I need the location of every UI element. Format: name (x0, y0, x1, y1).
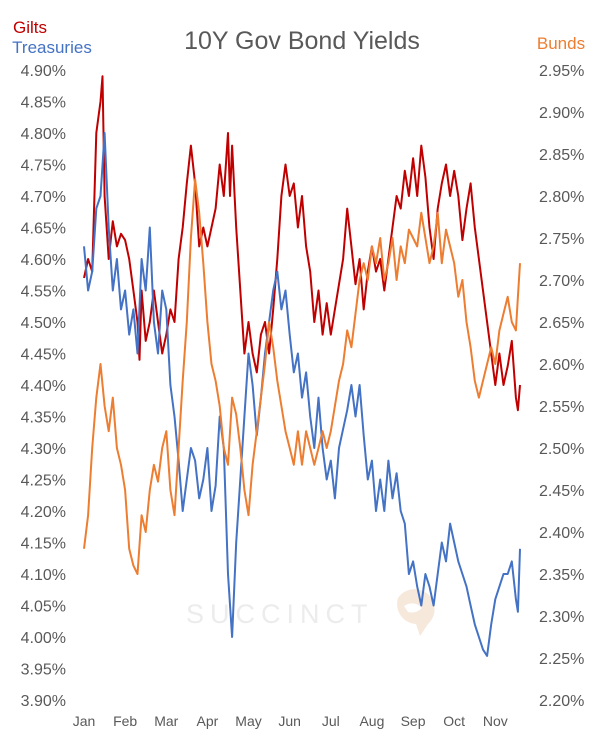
legend-bunds: Bunds (537, 34, 585, 53)
right-tick-label: 2.40% (539, 525, 584, 542)
x-tick-label: May (235, 713, 261, 729)
left-tick-label: 4.65% (21, 221, 66, 238)
left-tick-label: 4.85% (21, 95, 66, 112)
legend-treasuries: Treasuries (12, 38, 92, 57)
right-tick-label: 2.20% (539, 693, 584, 710)
x-tick-label: Oct (443, 713, 465, 729)
left-tick-label: 4.25% (21, 473, 66, 490)
right-tick-label: 2.50% (539, 441, 584, 458)
left-axis: 3.90% 3.95% 4.00% 4.05% 4.10% 4.15% 4.20% 4.25%… (21, 63, 66, 710)
watermark-text: SUCCINCT (186, 599, 374, 629)
left-tick-label: 4.05% (21, 599, 66, 616)
x-tick-label: Nov (483, 713, 508, 729)
series-lines (83, 75, 521, 657)
x-tick-label: Jul (322, 713, 340, 729)
x-tick-label: Mar (154, 713, 178, 729)
left-tick-label: 4.70% (21, 189, 66, 206)
x-tick-label: Feb (113, 713, 137, 729)
left-tick-label: 4.15% (21, 536, 66, 553)
right-tick-label: 2.45% (539, 483, 584, 500)
watermark-logo-icon (397, 589, 435, 636)
left-tick-label: 4.10% (21, 567, 66, 584)
right-tick-label: 2.35% (539, 567, 584, 584)
x-tick-label: Sep (401, 713, 426, 729)
left-tick-label: 4.35% (21, 410, 66, 427)
x-tick-label: Jun (278, 713, 301, 729)
left-tick-label: 4.55% (21, 284, 66, 301)
legend-gilts: Gilts (13, 18, 47, 37)
left-tick-label: 3.90% (21, 693, 66, 710)
right-axis: 2.20% 2.25% 2.30% 2.35% 2.40% 2.45% 2.50% 2.55%… (539, 63, 584, 710)
left-tick-label: 4.20% (21, 504, 66, 521)
left-tick-label: 4.60% (21, 252, 66, 269)
series-line-gilts (83, 75, 521, 412)
left-tick-label: 4.30% (21, 441, 66, 458)
x-tick-label: Jan (73, 713, 96, 729)
right-tick-label: 2.55% (539, 399, 584, 416)
right-tick-label: 2.30% (539, 609, 584, 626)
left-tick-label: 4.75% (21, 158, 66, 175)
series-line-treasuries (83, 132, 521, 657)
left-tick-label: 4.90% (21, 63, 66, 80)
left-tick-label: 4.00% (21, 630, 66, 647)
x-tick-label: Apr (196, 713, 218, 729)
right-tick-label: 2.25% (539, 651, 584, 668)
right-tick-label: 2.95% (539, 63, 584, 80)
left-tick-label: 4.80% (21, 126, 66, 143)
right-tick-label: 2.90% (539, 105, 584, 122)
left-tick-label: 4.45% (21, 347, 66, 364)
x-tick-label: Aug (359, 713, 384, 729)
left-tick-label: 4.40% (21, 378, 66, 395)
watermark: SUCCINCT (186, 589, 435, 636)
right-tick-label: 2.75% (539, 231, 584, 248)
right-tick-label: 2.65% (539, 315, 584, 332)
left-tick-label: 3.95% (21, 662, 66, 679)
right-tick-label: 2.70% (539, 273, 584, 290)
right-tick-label: 2.85% (539, 147, 584, 164)
right-tick-label: 2.80% (539, 189, 584, 206)
x-axis: Jan Feb Mar Apr May Jun Jul Aug Sep Oct Nov (73, 713, 508, 729)
chart-title: 10Y Gov Bond Yields (184, 27, 420, 55)
series-line-bunds (83, 178, 521, 575)
left-tick-label: 4.50% (21, 315, 66, 332)
right-tick-label: 2.60% (539, 357, 584, 374)
